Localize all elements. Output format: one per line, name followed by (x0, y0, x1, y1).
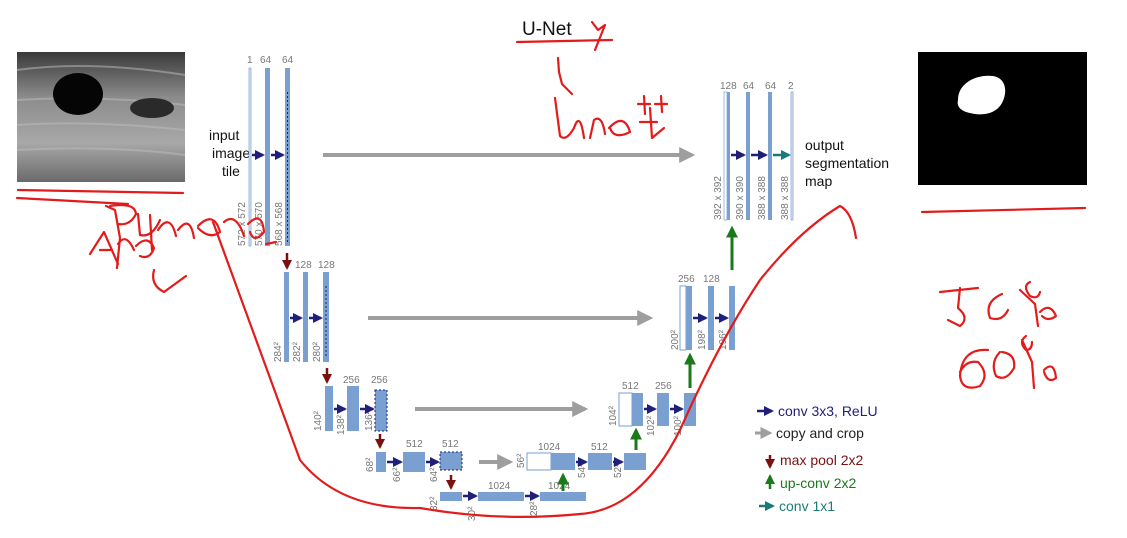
level4-decoder: 1024 512 56² 54² 52² (516, 442, 646, 478)
svg-text:64: 64 (260, 55, 272, 66)
svg-text:56²: 56² (516, 453, 527, 468)
svg-text:52²: 52² (613, 463, 624, 478)
svg-text:28²: 28² (529, 501, 540, 516)
svg-text:140²: 140² (313, 410, 324, 431)
conv-arrows (252, 150, 768, 501)
upconv-arrows (557, 225, 738, 491)
svg-text:102²: 102² (646, 415, 657, 436)
svg-text:30²: 30² (467, 506, 478, 521)
svg-text:up-conv 2x2: up-conv 2x2 (780, 475, 856, 491)
legend: conv 3x3, ReLU copy and crop max pool 2x… (755, 403, 878, 514)
input-ultrasound-image (16, 52, 186, 182)
level3-encoder: 256 256 140² 138² 136² (313, 375, 388, 435)
svg-text:100²: 100² (673, 415, 684, 436)
svg-text:256: 256 (371, 375, 388, 386)
svg-text:32²: 32² (429, 496, 440, 511)
bottleneck: 1024 1024 32² 30² 28² (429, 481, 586, 521)
level2-encoder: 128 128 284² 282² 280² (273, 260, 335, 362)
svg-text:tile: tile (222, 163, 240, 179)
svg-text:512: 512 (622, 381, 639, 392)
svg-text:64²: 64² (429, 467, 440, 482)
legend-item-copy: copy and crop (755, 425, 864, 441)
svg-text:64: 64 (282, 55, 294, 66)
svg-text:input: input (209, 127, 239, 143)
svg-text:572 x 572: 572 x 572 (237, 202, 248, 246)
svg-text:68²: 68² (365, 457, 376, 472)
svg-text:segmentation: segmentation (805, 155, 889, 171)
svg-text:256: 256 (678, 274, 695, 285)
svg-text:66²: 66² (392, 467, 403, 482)
level4-encoder: 512 512 68² 66² 64² (365, 439, 463, 482)
svg-text:388 x 388: 388 x 388 (757, 176, 768, 220)
svg-text:1024: 1024 (538, 442, 561, 453)
svg-text:conv 3x3, ReLU: conv 3x3, ReLU (778, 403, 878, 419)
maxpool-arrows (282, 253, 456, 490)
svg-text:1024: 1024 (488, 481, 511, 492)
diagram-title: U-Net (522, 19, 572, 40)
svg-text:64: 64 (765, 81, 777, 92)
svg-text:2: 2 (788, 81, 794, 92)
svg-text:280²: 280² (312, 341, 323, 362)
svg-text:570 x 570: 570 x 570 (254, 202, 265, 246)
svg-text:image: image (212, 145, 250, 161)
svg-text:conv 1x1: conv 1x1 (779, 498, 835, 514)
svg-text:256: 256 (655, 381, 672, 392)
legend-item-conv: conv 3x3, ReLU (757, 403, 878, 419)
svg-text:1: 1 (247, 55, 253, 66)
svg-text:max pool 2x2: max pool 2x2 (780, 452, 863, 468)
svg-text:392 x 392: 392 x 392 (713, 176, 724, 220)
svg-text:388 x 388: 388 x 388 (780, 176, 791, 220)
output-mask-image (918, 52, 1087, 185)
svg-text:map: map (805, 173, 832, 189)
copy-crop-arrows (323, 147, 696, 470)
svg-text:200²: 200² (670, 329, 681, 350)
svg-text:282²: 282² (292, 341, 303, 362)
svg-text:568 x 568: 568 x 568 (274, 202, 285, 246)
svg-text:390 x 390: 390 x 390 (735, 176, 746, 220)
svg-text:54²: 54² (577, 463, 588, 478)
svg-text:copy and crop: copy and crop (776, 425, 864, 441)
svg-text:284²: 284² (273, 341, 284, 362)
level1-encoder: 1 64 64 572 x 572 570 x 570 568 x 568 (237, 55, 294, 247)
svg-text:128: 128 (295, 260, 312, 271)
svg-text:64: 64 (743, 81, 755, 92)
svg-text:136²: 136² (364, 410, 375, 431)
level1-decoder: 128 64 64 2 392 x 392 390 x 390 388 x 38… (713, 81, 794, 221)
output-label: output segmentation map (805, 137, 889, 189)
svg-text:output: output (805, 137, 844, 153)
svg-text:104²: 104² (608, 405, 619, 426)
svg-text:512: 512 (442, 439, 459, 450)
svg-text:128: 128 (720, 81, 737, 92)
svg-text:198²: 198² (697, 329, 708, 350)
legend-item-conv1x1: conv 1x1 (759, 498, 835, 514)
svg-text:138²: 138² (336, 414, 347, 435)
svg-text:1024: 1024 (548, 481, 571, 492)
svg-text:128: 128 (318, 260, 335, 271)
handwritten-annotations (15, 20, 1087, 518)
svg-text:256: 256 (343, 375, 360, 386)
input-label: input image tile (209, 127, 250, 179)
legend-item-maxpool: max pool 2x2 (765, 452, 863, 469)
legend-item-upconv: up-conv 2x2 (765, 474, 856, 491)
svg-text:512: 512 (591, 442, 608, 453)
svg-text:128: 128 (703, 274, 720, 285)
svg-text:512: 512 (406, 439, 423, 450)
